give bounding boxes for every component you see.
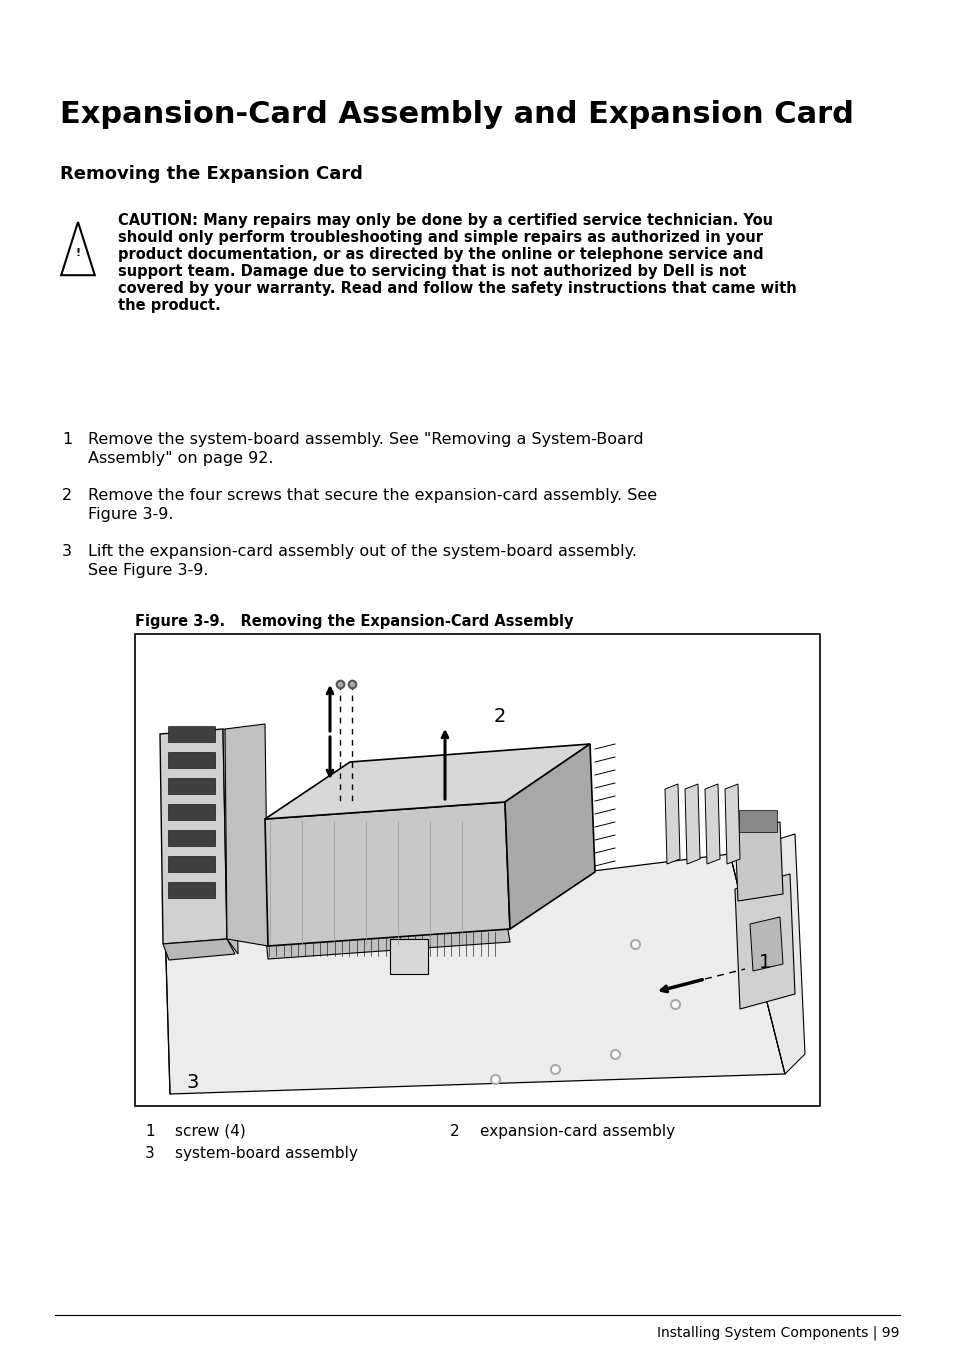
Polygon shape — [749, 917, 782, 971]
Polygon shape — [163, 940, 234, 960]
Polygon shape — [165, 854, 784, 1094]
Text: 3: 3 — [62, 544, 71, 559]
Text: !: ! — [75, 248, 80, 257]
Text: 1: 1 — [758, 952, 770, 972]
Text: the product.: the product. — [118, 298, 220, 313]
Text: Expansion-Card Assembly and Expansion Card: Expansion-Card Assembly and Expansion Ca… — [60, 100, 853, 129]
Text: 2: 2 — [494, 707, 506, 726]
Text: support team. Damage due to servicing that is not authorized by Dell is not: support team. Damage due to servicing th… — [118, 264, 745, 279]
Text: Figure 3-9.: Figure 3-9. — [88, 506, 173, 523]
Polygon shape — [265, 913, 510, 959]
Polygon shape — [729, 834, 804, 1074]
Bar — [168, 779, 214, 793]
Text: Assembly" on page 92.: Assembly" on page 92. — [88, 451, 274, 466]
Polygon shape — [734, 822, 782, 900]
Text: Installing System Components | 99: Installing System Components | 99 — [657, 1326, 899, 1340]
Text: Removing the Expansion Card: Removing the Expansion Card — [60, 165, 362, 183]
Text: See Figure 3-9.: See Figure 3-9. — [88, 563, 209, 578]
Bar — [168, 804, 214, 821]
Text: 3: 3 — [145, 1145, 154, 1160]
Text: 2: 2 — [450, 1124, 459, 1139]
Polygon shape — [225, 724, 268, 946]
Bar — [739, 810, 776, 831]
Bar — [168, 830, 214, 846]
Bar — [135, 634, 820, 1106]
Bar — [168, 881, 214, 898]
Polygon shape — [734, 873, 794, 1009]
Text: 2: 2 — [62, 487, 72, 502]
Text: covered by your warranty. Read and follow the safety instructions that came with: covered by your warranty. Read and follo… — [118, 282, 796, 297]
Text: 1: 1 — [62, 432, 72, 447]
Text: CAUTION: Many repairs may only be done by a certified service technician. You: CAUTION: Many repairs may only be done b… — [118, 213, 772, 227]
Polygon shape — [223, 728, 237, 955]
Text: Figure 3-9.   Removing the Expansion-Card Assembly: Figure 3-9. Removing the Expansion-Card … — [135, 613, 573, 630]
Text: Lift the expansion-card assembly out of the system-board assembly.: Lift the expansion-card assembly out of … — [88, 544, 637, 559]
Text: product documentation, or as directed by the online or telephone service and: product documentation, or as directed by… — [118, 246, 762, 263]
Text: 1: 1 — [145, 1124, 154, 1139]
Polygon shape — [724, 784, 740, 864]
Polygon shape — [265, 802, 510, 946]
Text: screw (4): screw (4) — [174, 1124, 246, 1139]
Text: expansion-card assembly: expansion-card assembly — [479, 1124, 675, 1139]
Text: 3: 3 — [187, 1072, 199, 1091]
Polygon shape — [684, 784, 700, 864]
Text: Remove the four screws that secure the expansion-card assembly. See: Remove the four screws that secure the e… — [88, 487, 657, 502]
Polygon shape — [504, 743, 595, 929]
Bar — [390, 940, 428, 974]
Bar — [168, 856, 214, 872]
Polygon shape — [704, 784, 720, 864]
Polygon shape — [664, 784, 679, 864]
Bar — [168, 726, 214, 742]
Text: system-board assembly: system-board assembly — [174, 1145, 357, 1160]
Polygon shape — [160, 728, 227, 944]
Text: Remove the system-board assembly. See "Removing a System-Board: Remove the system-board assembly. See "R… — [88, 432, 643, 447]
Bar — [168, 751, 214, 768]
Polygon shape — [265, 743, 589, 819]
Text: should only perform troubleshooting and simple repairs as authorized in your: should only perform troubleshooting and … — [118, 230, 762, 245]
